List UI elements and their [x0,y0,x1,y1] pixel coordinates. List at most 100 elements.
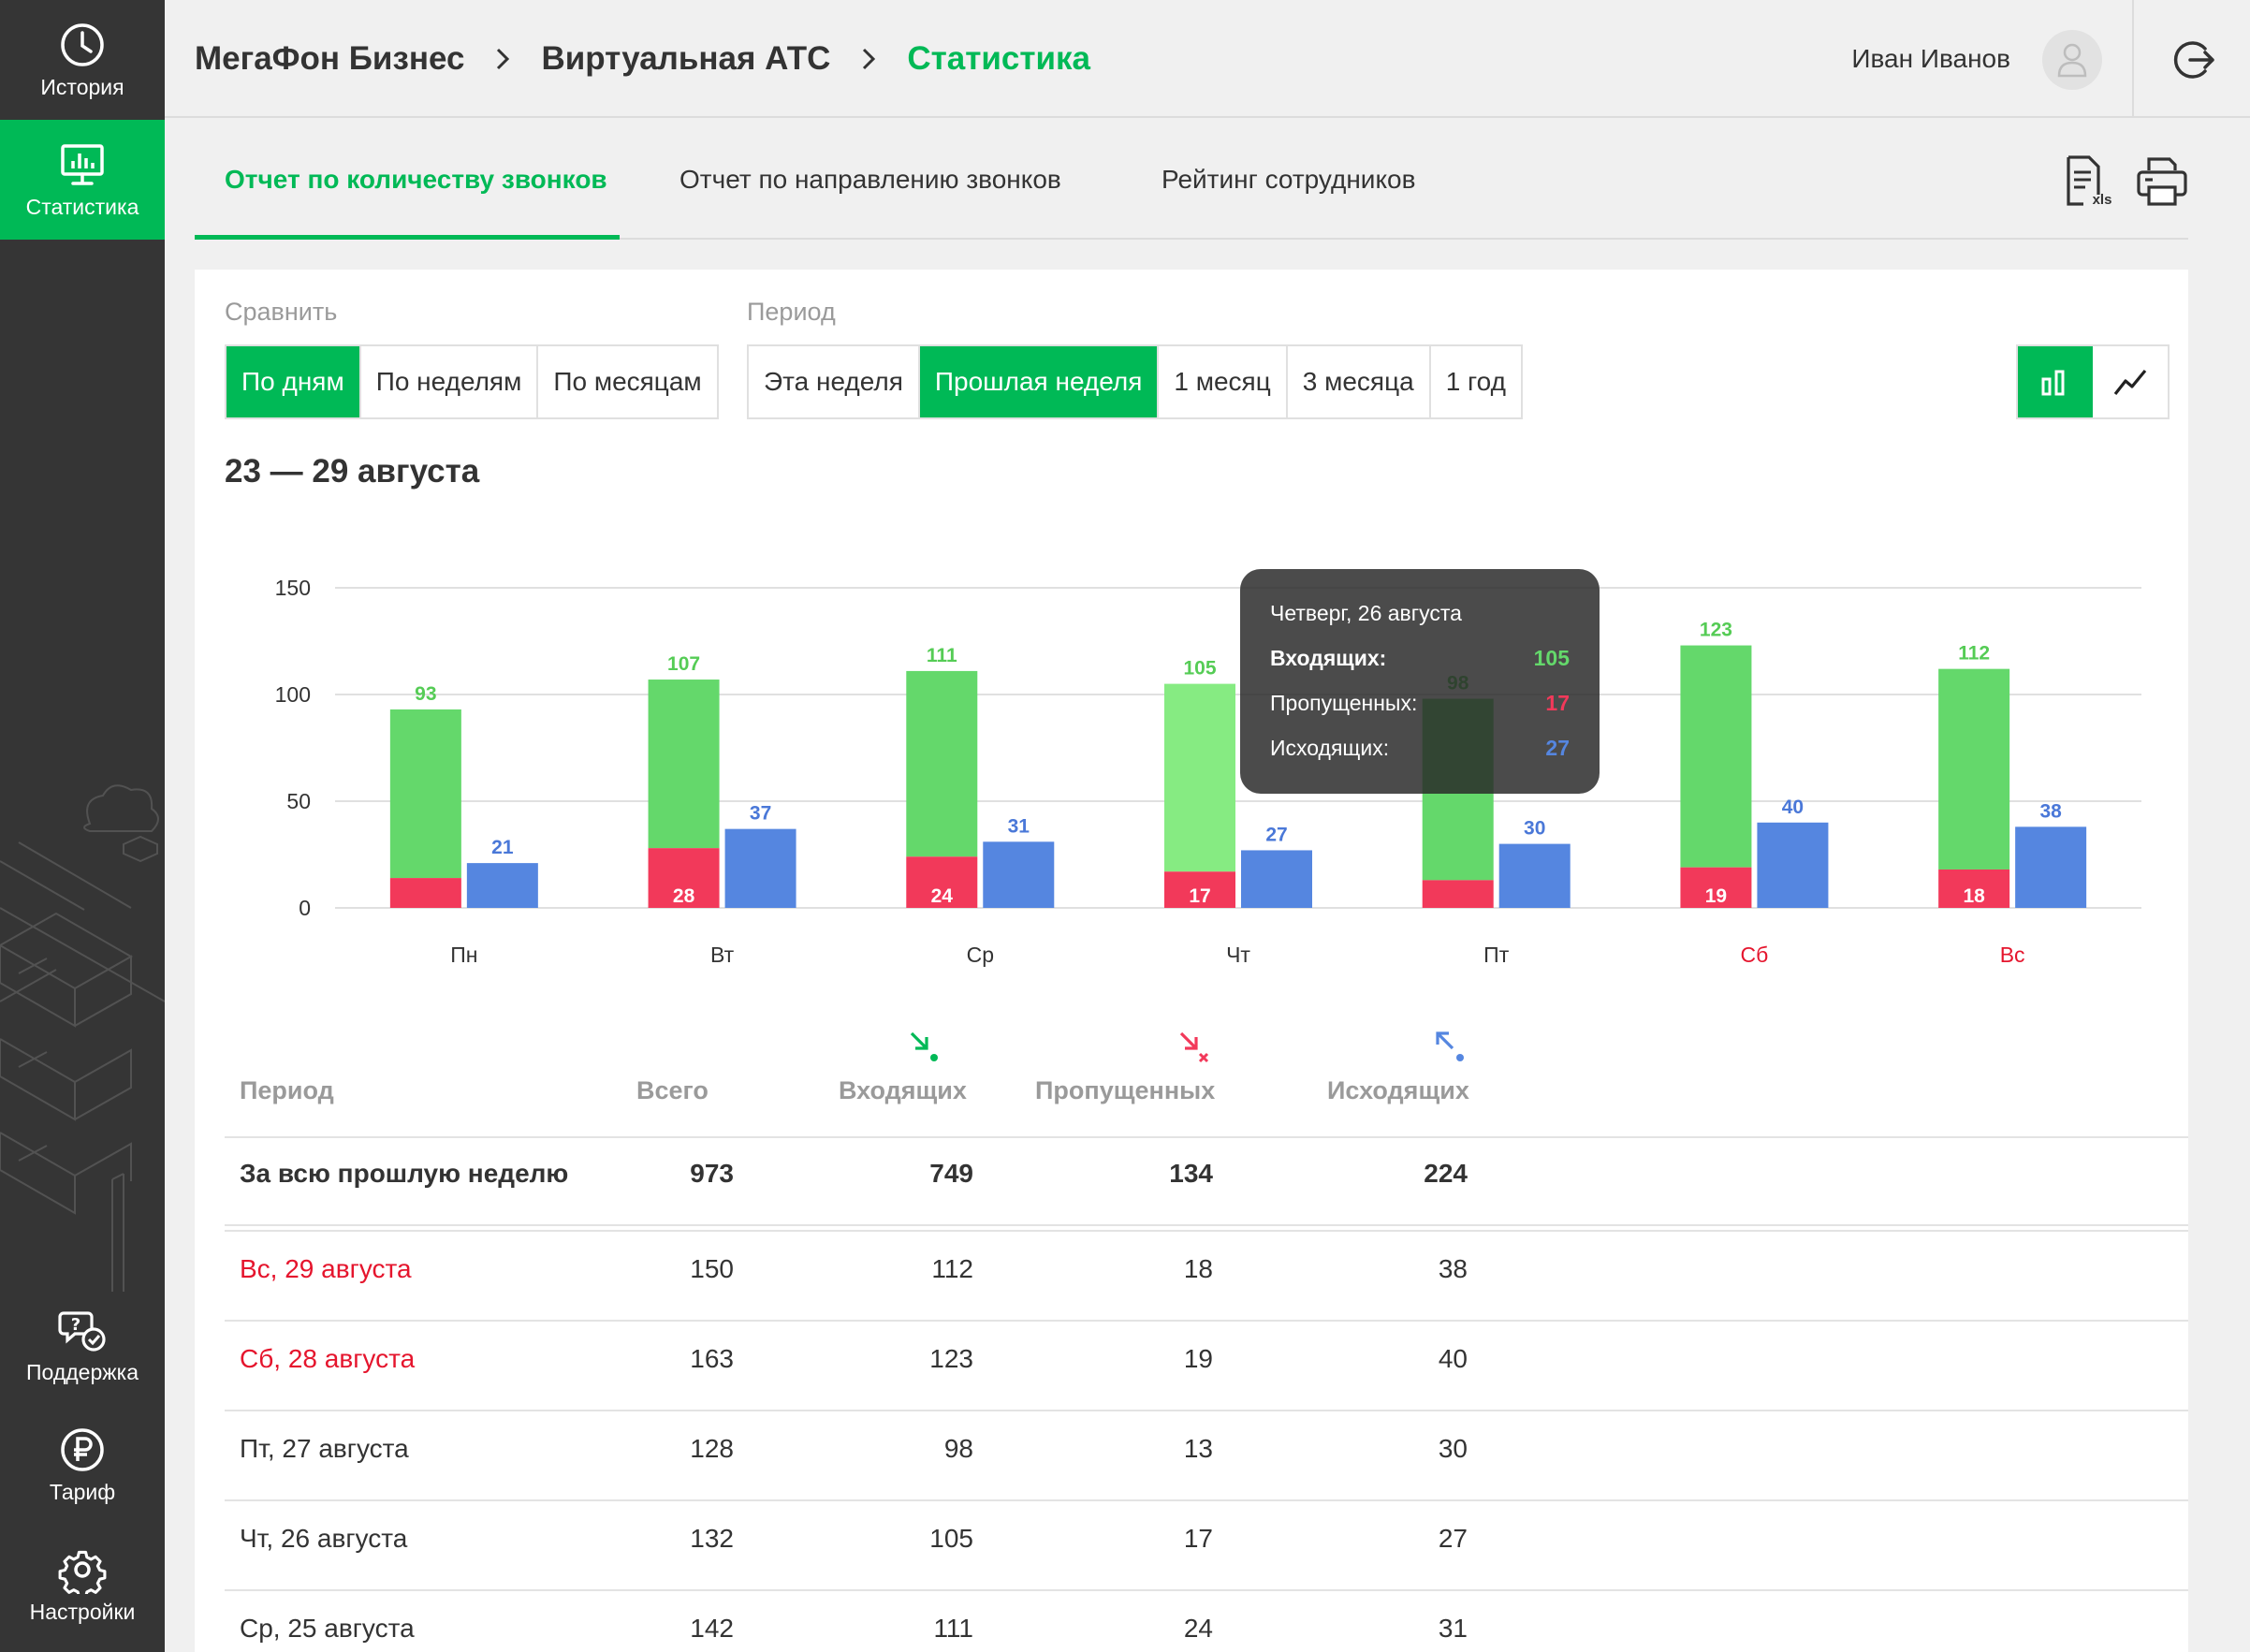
compare-by-months-button[interactable]: По месяцам [553,367,702,396]
sidebar-item-label: Поддержка [26,1359,139,1384]
period-3-months-button[interactable]: 3 месяца [1288,346,1431,417]
table-divider [225,1499,2188,1501]
breadcrumb-item-virtual-pbx[interactable]: Виртуальная АТС [541,40,831,77]
tooltip-value: 27 [1545,736,1570,760]
bar-chart-icon [2041,370,2065,396]
server-illustration [0,784,165,1292]
cell-period: За всю прошлую неделю [240,1159,569,1188]
bar-missed [389,878,461,908]
stats-card: Сравнить По дням По неделям По месяцам П… [195,270,2188,1652]
period-this-week-button[interactable]: Эта неделя [749,346,920,417]
sidebar-item-statistics[interactable]: Статистика [0,120,165,240]
tooltip-title: Четверг, 26 августа [1270,601,1462,625]
compare-by-days-button[interactable]: По дням [226,346,361,417]
sidebar-item-tariff[interactable]: Тариф [0,1405,165,1525]
avatar[interactable] [2042,30,2102,90]
sidebar-item-support[interactable]: ? Поддержка [0,1285,165,1405]
cell-missed: 13 [1183,1434,1213,1463]
breadcrumb-item-megafon-business[interactable]: МегаФон Бизнес [195,40,465,77]
x-tick-label: Пт [1483,943,1510,967]
monitor-chart-icon [61,143,104,185]
data-label-incoming: 123 [1700,620,1732,641]
user-icon [2057,43,2087,78]
cell-missed: 19 [1183,1344,1213,1373]
cell-incoming: 105 [929,1524,973,1553]
support-chat-icon: ? [58,1310,106,1352]
data-label-outgoing: 31 [1008,815,1030,837]
breadcrumb: МегаФон Бизнес Виртуальная АТС Статистик… [195,0,1090,118]
bar-outgoing [466,863,538,908]
cell-incoming: 749 [929,1159,973,1188]
x-tick-label: Вт [710,943,735,967]
report-tabs: Отчет по количеству звонков Отчет по нап… [195,120,2188,240]
data-label-incoming: 107 [667,653,700,675]
bar-missed [1422,880,1494,908]
logout-icon[interactable] [2171,37,2216,82]
x-tick-label: Ср [967,943,994,967]
data-label-incoming: 111 [927,645,957,666]
header: МегаФон Бизнес Виртуальная АТС Статистик… [165,0,2250,118]
column-header-total[interactable]: Всего [636,1076,709,1104]
print-icon[interactable] [2136,155,2188,208]
bar-missed [1938,869,2010,908]
missed-call-icon [1179,1031,1209,1063]
bar-incoming [1938,668,2010,870]
breadcrumb-item-statistics: Статистика [907,40,1091,77]
cell-period: Ср, 25 августа [240,1614,415,1643]
tab-calls-direction[interactable]: Отчет по направлению звонков [679,165,1061,194]
tooltip-row-missed: Пропущенных: 17 [1270,691,1570,721]
sidebar-item-history[interactable]: История [0,0,165,120]
table-divider [225,1224,2188,1226]
sidebar-item-label: Настройки [29,1599,136,1624]
bar-incoming [1164,683,1235,872]
x-tick-label: Пн [450,943,477,967]
period-1-month-button[interactable]: 1 месяц [1159,346,1288,417]
tooltip-label: Пропущенных: [1270,691,1418,715]
x-tick-label: Вс [2000,943,2025,967]
cell-incoming: 98 [943,1434,973,1463]
incoming-call-icon [910,1031,938,1061]
column-header-incoming[interactable]: Входящих [839,1076,967,1104]
tab-calls-count[interactable]: Отчет по количеству звонков [195,120,620,240]
bar-missed [1680,867,1752,908]
bar-outgoing [1757,822,1829,908]
period-1-year-button[interactable]: 1 год [1445,367,1506,396]
cell-missed: 24 [1183,1614,1213,1643]
cell-missed: 17 [1183,1524,1213,1553]
sidebar-item-label: Тариф [49,1479,116,1504]
bar-incoming [389,709,461,879]
tab-employee-rating[interactable]: Рейтинг сотрудников [1162,165,1416,194]
tooltip-row-outgoing: Исходящих: 27 [1270,736,1570,766]
chart-view-toggle [2016,344,2170,419]
table-divider [225,1410,2188,1411]
cell-total: 150 [690,1254,734,1283]
column-header-missed[interactable]: Пропущенных [1035,1076,1216,1104]
sidebar-item-settings[interactable]: Настройки [0,1525,165,1645]
data-label-missed: 18 [1963,885,1985,907]
user-name[interactable]: Иван Иванов [1851,44,2010,73]
bar-missed [648,848,720,908]
column-header-outgoing[interactable]: Исходящих [1327,1076,1469,1104]
bar-outgoing [983,841,1055,908]
data-label-outgoing: 37 [750,803,771,825]
column-header-period[interactable]: Период [240,1076,334,1104]
compare-by-weeks-button[interactable]: По неделям [361,346,539,417]
svg-text:?: ? [71,1315,80,1335]
cell-total: 128 [690,1434,734,1463]
xls-export-icon[interactable]: xls [2065,155,2115,208]
data-label-outgoing: 38 [2039,800,2062,822]
cell-outgoing: 40 [1438,1344,1468,1373]
line-view-button[interactable] [2093,346,2168,417]
bar-view-button[interactable] [2018,346,2093,417]
chart-tooltip: Четверг, 26 августа Входящих: 105 Пропущ… [1240,569,1600,794]
sidebar: История Статистика ? Поддержка Тариф Нас… [0,0,165,1652]
bar-outgoing [724,828,796,908]
y-tick-label: 150 [275,576,311,600]
bar-outgoing [2015,826,2087,908]
y-tick-label: 50 [286,789,311,813]
bar-incoming [648,680,720,849]
ruble-icon [61,1427,104,1471]
chevron-right-icon [863,48,876,70]
period-last-week-button[interactable]: Прошлая неделя [919,346,1160,417]
data-label-missed: 17 [1189,885,1210,907]
